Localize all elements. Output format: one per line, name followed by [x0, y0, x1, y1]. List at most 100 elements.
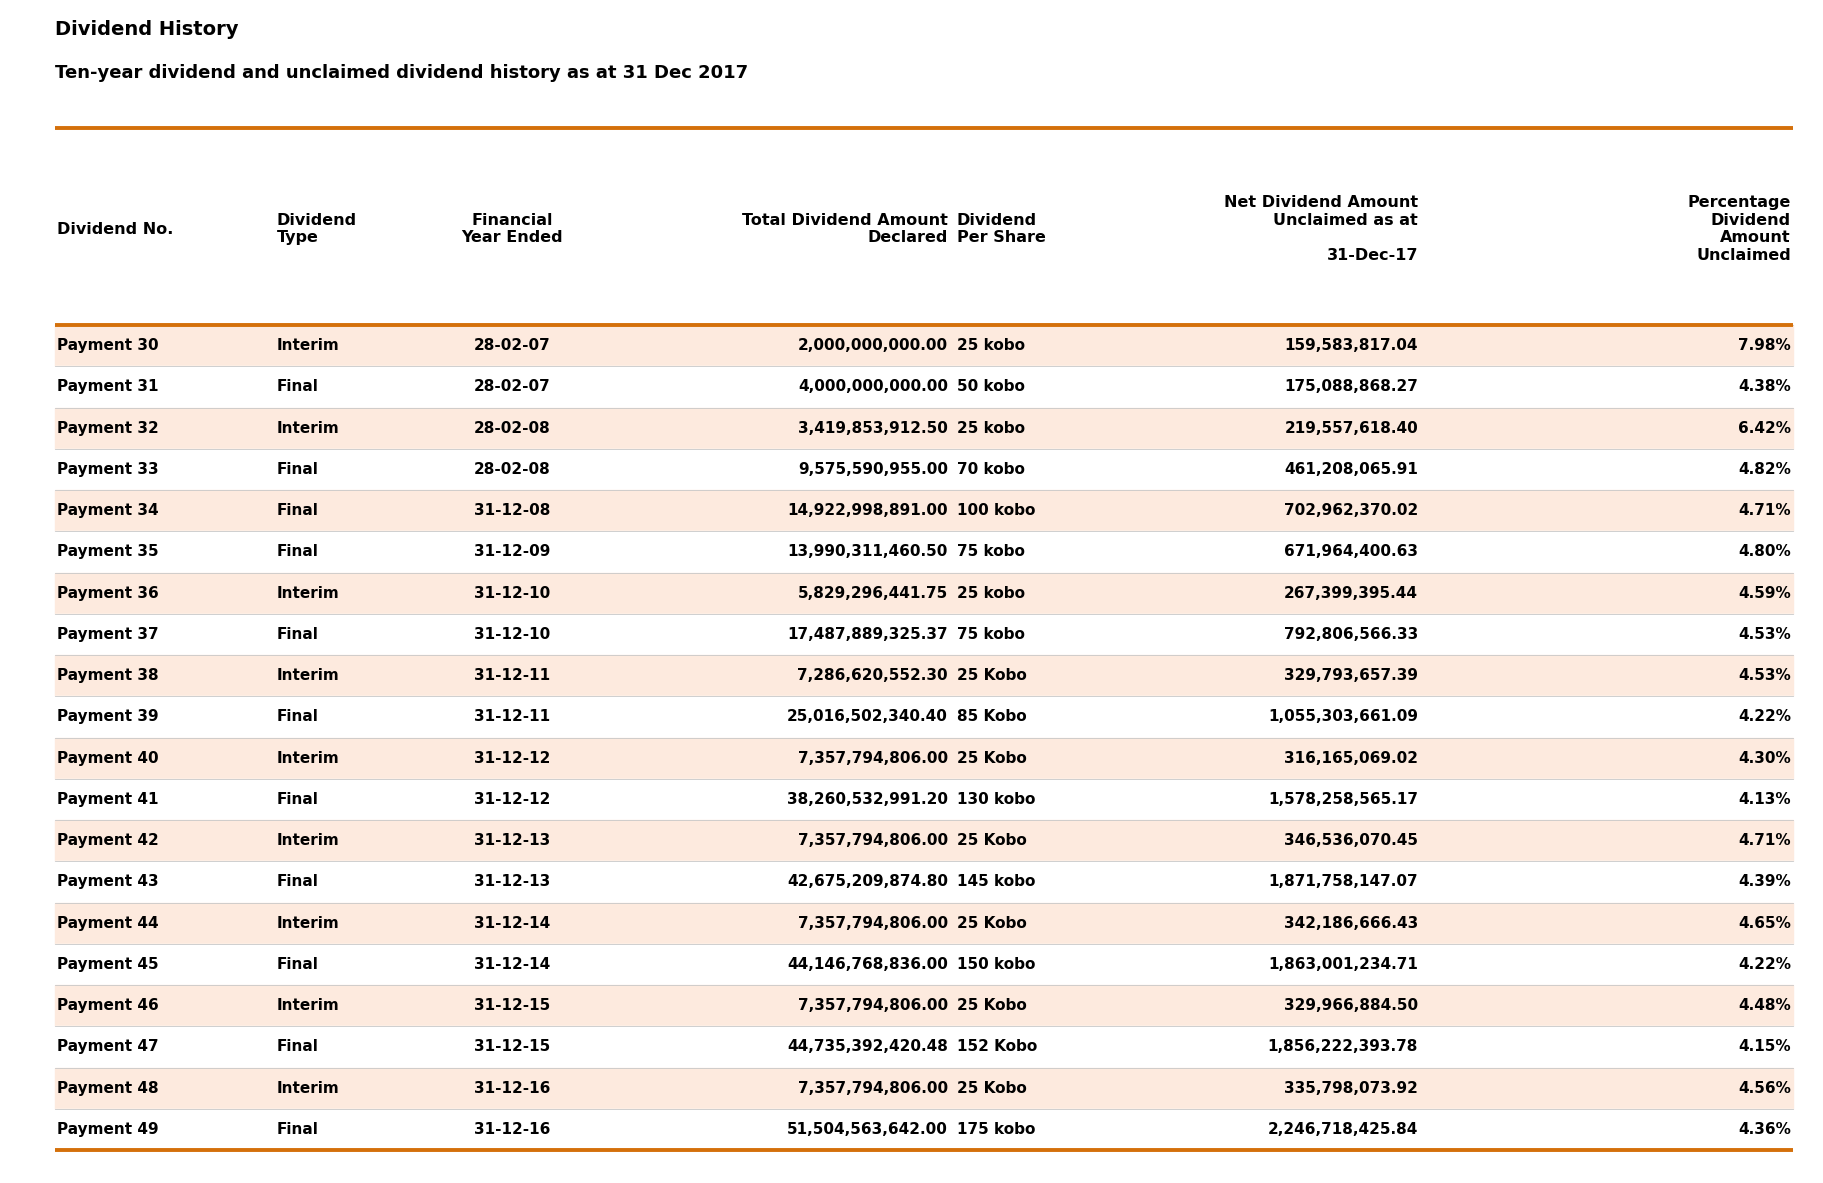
Text: 219,557,618.40: 219,557,618.40: [1283, 421, 1418, 435]
Text: 50 kobo: 50 kobo: [957, 380, 1025, 394]
Text: 31-12-12: 31-12-12: [474, 791, 551, 807]
Text: 17,487,889,325.37: 17,487,889,325.37: [788, 627, 948, 642]
Text: 4.36%: 4.36%: [1737, 1121, 1790, 1137]
Text: 150 kobo: 150 kobo: [957, 957, 1035, 972]
Bar: [55, 903, 1794, 944]
Bar: [55, 697, 1794, 737]
Text: 25 Kobo: 25 Kobo: [957, 916, 1026, 931]
Text: 175 kobo: 175 kobo: [957, 1121, 1035, 1137]
Text: 316,165,069.02: 316,165,069.02: [1283, 751, 1418, 765]
Bar: [55, 325, 1794, 367]
Text: 28-02-08: 28-02-08: [474, 461, 551, 477]
Bar: [55, 820, 1794, 861]
Text: 329,966,884.50: 329,966,884.50: [1283, 998, 1418, 1013]
Text: 4.48%: 4.48%: [1739, 998, 1790, 1013]
Text: 2,000,000,000.00: 2,000,000,000.00: [798, 338, 948, 353]
Text: Interim: Interim: [277, 338, 339, 353]
Text: 25 Kobo: 25 Kobo: [957, 668, 1026, 683]
Text: Financial
Year Ended: Financial Year Ended: [461, 213, 563, 245]
Text: 671,964,400.63: 671,964,400.63: [1283, 544, 1418, 560]
Text: 42,675,209,874.80: 42,675,209,874.80: [788, 874, 948, 890]
Text: 13,990,311,460.50: 13,990,311,460.50: [788, 544, 948, 560]
Text: 25 kobo: 25 kobo: [957, 338, 1025, 353]
Text: 31-12-08: 31-12-08: [474, 503, 551, 518]
Text: 4.30%: 4.30%: [1739, 751, 1790, 765]
Text: Payment 34: Payment 34: [57, 503, 159, 518]
Text: Interim: Interim: [277, 668, 339, 683]
Bar: [55, 1026, 1794, 1067]
Text: 792,806,566.33: 792,806,566.33: [1283, 627, 1418, 642]
Text: 1,578,258,565.17: 1,578,258,565.17: [1269, 791, 1418, 807]
Text: 38,260,532,991.20: 38,260,532,991.20: [788, 791, 948, 807]
Text: 4.22%: 4.22%: [1737, 710, 1790, 724]
Text: 14,922,998,891.00: 14,922,998,891.00: [788, 503, 948, 518]
Text: Payment 47: Payment 47: [57, 1040, 159, 1054]
Text: Final: Final: [277, 791, 319, 807]
Text: 31-12-16: 31-12-16: [474, 1121, 551, 1137]
Text: 4.59%: 4.59%: [1739, 586, 1790, 601]
Text: Payment 44: Payment 44: [57, 916, 159, 931]
Text: 85 Kobo: 85 Kobo: [957, 710, 1026, 724]
Text: 51,504,563,642.00: 51,504,563,642.00: [788, 1121, 948, 1137]
Text: 31-12-13: 31-12-13: [474, 833, 551, 848]
Text: 346,536,070.45: 346,536,070.45: [1283, 833, 1418, 848]
Text: 25 kobo: 25 kobo: [957, 421, 1025, 435]
Text: Dividend No.: Dividend No.: [57, 221, 173, 237]
Text: Dividend
Type: Dividend Type: [277, 213, 357, 245]
Text: 4.56%: 4.56%: [1737, 1080, 1790, 1095]
Text: Payment 49: Payment 49: [57, 1121, 159, 1137]
Text: 75 kobo: 75 kobo: [957, 544, 1025, 560]
Text: Payment 41: Payment 41: [57, 791, 159, 807]
Bar: [55, 737, 1794, 778]
Text: 3,419,853,912.50: 3,419,853,912.50: [798, 421, 948, 435]
Text: Final: Final: [277, 461, 319, 477]
Bar: [55, 1108, 1794, 1150]
Text: 4.71%: 4.71%: [1739, 503, 1790, 518]
Text: 44,146,768,836.00: 44,146,768,836.00: [788, 957, 948, 972]
Bar: [55, 407, 1794, 448]
Text: 461,208,065.91: 461,208,065.91: [1283, 461, 1418, 477]
Text: 329,793,657.39: 329,793,657.39: [1283, 668, 1418, 683]
Text: 25 kobo: 25 kobo: [957, 586, 1025, 601]
Text: Payment 38: Payment 38: [57, 668, 159, 683]
Text: 25,016,502,340.40: 25,016,502,340.40: [788, 710, 948, 724]
Text: 1,055,303,661.09: 1,055,303,661.09: [1269, 710, 1418, 724]
Bar: [55, 614, 1794, 655]
Text: 4.15%: 4.15%: [1739, 1040, 1790, 1054]
Text: Payment 39: Payment 39: [57, 710, 159, 724]
Text: Interim: Interim: [277, 751, 339, 765]
Text: 28-02-07: 28-02-07: [474, 338, 551, 353]
Text: Payment 45: Payment 45: [57, 957, 159, 972]
Text: 152 Kobo: 152 Kobo: [957, 1040, 1037, 1054]
Text: Interim: Interim: [277, 1080, 339, 1095]
Text: Interim: Interim: [277, 833, 339, 848]
Text: Dividend
Per Share: Dividend Per Share: [957, 213, 1046, 245]
Text: 9,575,590,955.00: 9,575,590,955.00: [798, 461, 948, 477]
Text: 31-12-09: 31-12-09: [474, 544, 551, 560]
Text: 75 kobo: 75 kobo: [957, 627, 1025, 642]
Text: Payment 46: Payment 46: [57, 998, 159, 1013]
Text: 2,246,718,425.84: 2,246,718,425.84: [1267, 1121, 1418, 1137]
Text: 44,735,392,420.48: 44,735,392,420.48: [788, 1040, 948, 1054]
Bar: [55, 531, 1794, 573]
Text: 25 Kobo: 25 Kobo: [957, 751, 1026, 765]
Text: Payment 30: Payment 30: [57, 338, 159, 353]
Text: 31-12-11: 31-12-11: [474, 668, 551, 683]
Text: 702,962,370.02: 702,962,370.02: [1283, 503, 1418, 518]
Text: Final: Final: [277, 1040, 319, 1054]
Text: 4.71%: 4.71%: [1739, 833, 1790, 848]
Text: 31-12-15: 31-12-15: [474, 1040, 551, 1054]
Text: 7,357,794,806.00: 7,357,794,806.00: [798, 916, 948, 931]
Text: Payment 31: Payment 31: [57, 380, 159, 394]
Text: Payment 32: Payment 32: [57, 421, 159, 435]
Text: Payment 42: Payment 42: [57, 833, 159, 848]
Text: 31-12-12: 31-12-12: [474, 751, 551, 765]
Text: 31-12-10: 31-12-10: [474, 586, 551, 601]
Text: 1,871,758,147.07: 1,871,758,147.07: [1269, 874, 1418, 890]
Text: 7,286,620,552.30: 7,286,620,552.30: [797, 668, 948, 683]
Text: Payment 36: Payment 36: [57, 586, 159, 601]
Bar: [55, 985, 1794, 1026]
Text: Ten-year dividend and unclaimed dividend history as at 31 Dec 2017: Ten-year dividend and unclaimed dividend…: [55, 64, 747, 82]
Text: 31-12-14: 31-12-14: [474, 957, 551, 972]
Text: 70 kobo: 70 kobo: [957, 461, 1025, 477]
